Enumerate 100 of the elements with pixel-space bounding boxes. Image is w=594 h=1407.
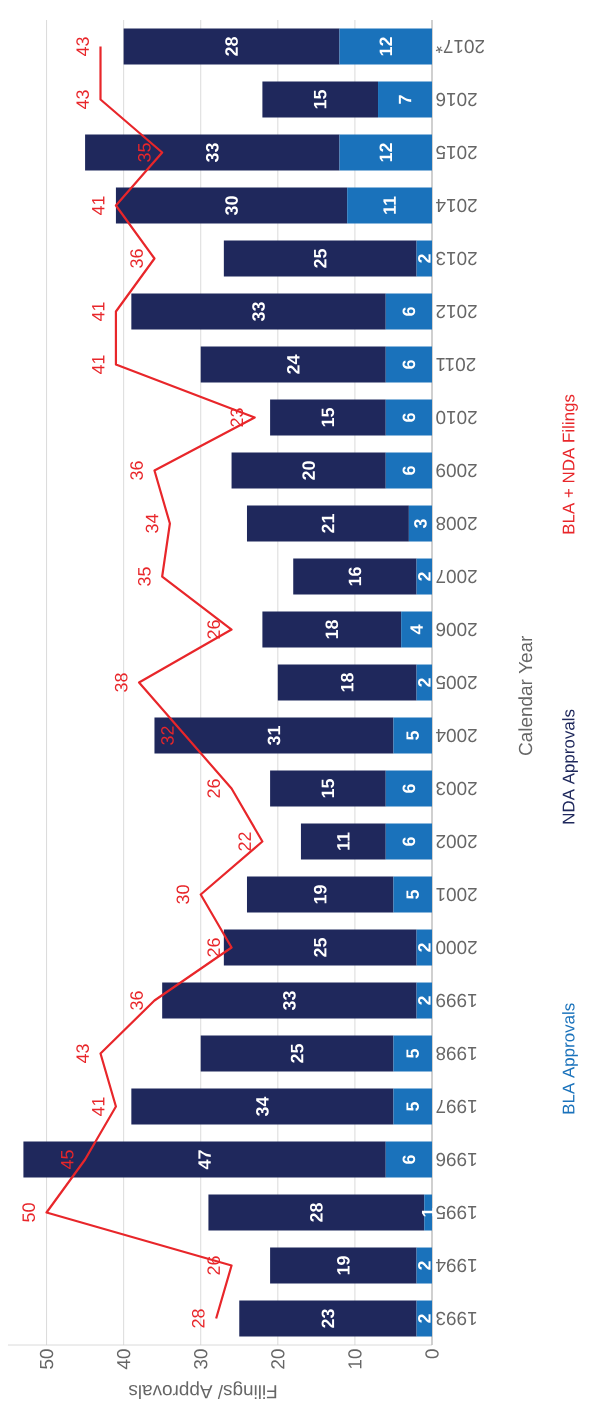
data-label: 2 [418,1261,431,1270]
y-axis-title: Calendar Year [518,635,533,755]
data-label: 43 [76,1044,89,1064]
x-tick-label: 30 [194,1349,208,1369]
data-label: 18 [340,673,354,692]
bar [270,770,386,807]
bar [123,28,340,65]
bar [262,611,402,648]
y-tick-label: 2009 [436,463,477,478]
bar [385,1141,432,1178]
data-label: 25 [290,1044,304,1063]
bar [339,28,432,65]
data-label: 23 [321,1309,335,1328]
data-label: 2 [418,943,431,952]
data-label: 12 [379,37,393,56]
y-tick-label: 2011 [436,357,476,372]
data-label: 45 [61,1150,74,1170]
text: NDA Approvals [562,709,578,824]
bar [231,452,386,489]
bar [162,982,417,1019]
y-tick-label: 2000 [436,940,477,955]
y-tick-label: 2016 [436,92,477,107]
bar [154,717,394,754]
data-label: 26 [207,938,221,957]
x-tick-label: 40 [116,1349,131,1370]
y-tick-label: 2017* [435,39,485,54]
bar [200,1035,394,1072]
data-label: 30 [176,885,190,904]
data-label: 2 [418,254,431,263]
data-label: 12 [379,143,393,162]
data-label: 2 [418,1314,431,1323]
bar [85,134,340,171]
bar [300,823,386,860]
data-label: 15 [321,779,335,798]
bar [223,240,417,277]
bar [385,452,432,489]
bar [270,1247,417,1284]
data-label: 16 [348,567,362,586]
text: BLA + NDA Filings [562,394,578,534]
data-label: 11 [383,196,396,214]
data-label: 2 [418,996,431,1005]
bar [385,293,432,330]
data-label: 33 [283,991,296,1011]
bar [339,134,432,171]
data-label: 6 [402,466,416,475]
data-label: 25 [313,938,327,957]
y-tick-label: 2002 [436,834,477,849]
x-tick-label: 20 [271,1349,285,1369]
data-label: 6 [402,413,416,422]
bar [277,664,417,701]
bar [131,1088,394,1125]
data-label: 4 [410,624,423,635]
bar [408,505,432,542]
data-label: 15 [313,90,327,109]
bar [385,399,432,436]
data-label: 41 [92,355,105,375]
y-tick-label: 2007 [436,569,477,584]
data-label: 32 [161,726,174,745]
y-tick-label: 1994 [436,1258,477,1273]
data-label: 34 [145,514,159,533]
bar [393,1088,432,1125]
bar [293,558,417,595]
y-tick-label: 2005 [436,675,477,690]
y-tick-label: 2010 [436,410,477,425]
data-label: 6 [402,360,416,369]
bar [347,187,432,224]
y-tick-label: 2008 [436,516,477,531]
data-label: 28 [191,1309,205,1328]
y-tick-label: 2003 [436,781,477,796]
y-tick-label: 2001 [436,887,477,902]
bar [393,1035,432,1072]
data-label: 6 [402,837,416,846]
y-tick-label: 1993 [436,1311,477,1326]
data-label: 24 [286,354,300,374]
bar [246,876,394,913]
data-label: 25 [313,249,327,268]
bar [131,293,386,330]
data-label: 6 [402,1155,416,1164]
data-label: 41 [92,196,105,216]
data-label: 47 [198,1150,211,1170]
bar [385,823,432,860]
data-label: 7 [398,95,412,104]
data-label: 18 [325,620,339,639]
data-label: 43 [76,37,89,57]
data-label: 28 [225,37,238,56]
y-tick-label: 2006 [436,622,477,637]
data-label: 22 [238,832,251,851]
data-label: 15 [321,408,335,427]
data-label: 19 [313,885,327,904]
data-label: 6 [402,307,416,316]
data-label: 41 [92,1097,105,1117]
x-axis-title: Filings/ Approvals [129,1381,277,1399]
data-label: 20 [302,461,315,480]
data-label: 19 [336,1256,350,1275]
data-label: 11 [337,832,350,850]
bar [378,81,432,118]
bar [246,505,409,542]
data-label: 50 [22,1203,36,1222]
y-tick-label: 1996 [436,1152,477,1167]
bar [239,1300,417,1337]
